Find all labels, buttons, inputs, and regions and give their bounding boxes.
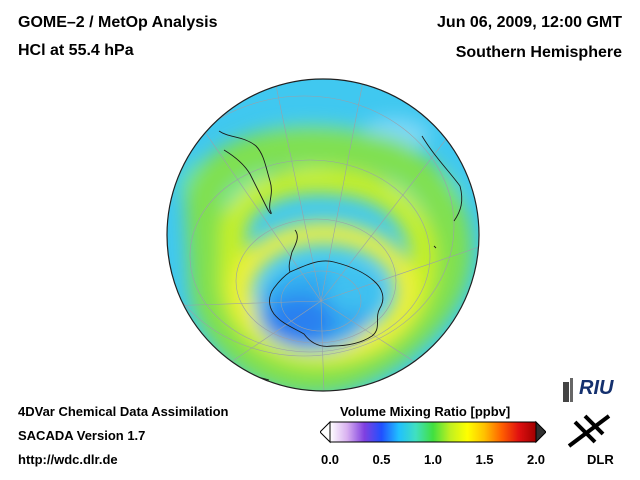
colorbar-tick-label: 0.0 — [320, 452, 340, 467]
colorbar-high-arrow — [535, 420, 546, 444]
colorbar-tick-label: 1.0 — [423, 452, 443, 467]
colorbar — [320, 420, 546, 444]
coast-antarctica — [269, 260, 384, 347]
colorbar-tick-label: 0.5 — [372, 452, 391, 467]
coast-africa — [421, 135, 463, 222]
globe-map — [166, 78, 480, 392]
riu-logo: RIU — [563, 377, 614, 402]
coast-south-america — [218, 130, 272, 215]
globe-outline — [166, 78, 480, 392]
footer-url[interactable]: http://wdc.dlr.de — [18, 452, 118, 467]
dlr-logo: DLR — [567, 414, 614, 467]
hcl-field — [167, 79, 479, 391]
colorbar-tick-label: 1.5 — [475, 452, 494, 467]
coastlines — [218, 130, 463, 381]
dlr-logo-text: DLR — [587, 452, 614, 467]
footer-method: 4DVar Chemical Data Assimilation — [18, 404, 229, 419]
map-title: GOME–2 / MetOp Analysis — [18, 14, 218, 31]
footer-version: SACADA Version 1.7 — [18, 428, 146, 443]
colorbar-title: Volume Mixing Ratio [ppbv] — [340, 404, 511, 419]
map-hemisphere: Southern Hemisphere — [455, 44, 622, 61]
map-datetime: Jun 06, 2009, 12:00 GMT — [437, 14, 622, 31]
colorbar-low-arrow — [320, 420, 331, 444]
riu-logo-text: RIU — [579, 377, 614, 399]
colorbar-tick-label: 2.0 — [526, 452, 546, 467]
coast-antarctic-peninsula — [288, 229, 298, 273]
logos: RIU DLR — [563, 377, 614, 467]
map-species: HCl at 55.4 hPa — [18, 42, 134, 59]
graticule — [167, 79, 479, 391]
colorbar-gradient — [329, 421, 537, 443]
